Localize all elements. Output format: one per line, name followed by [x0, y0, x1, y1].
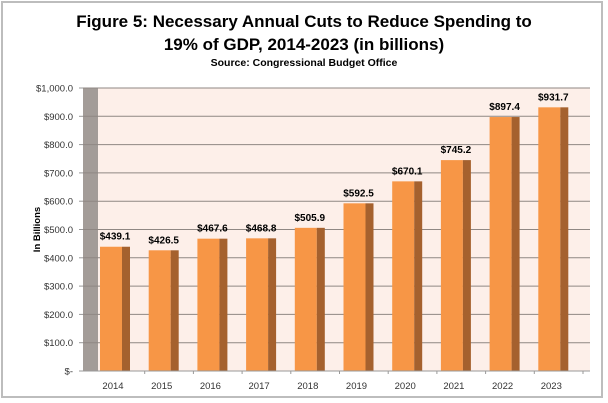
x-tick-label: 2018 [297, 381, 318, 392]
x-tick-label: 2016 [200, 381, 221, 392]
data-label: $670.1 [392, 166, 423, 177]
bar-side-2014 [122, 246, 130, 371]
chart-title-line1: Figure 5: Necessary Annual Cuts to Reduc… [76, 12, 532, 31]
y-tick-label: $100.0 [44, 338, 73, 349]
bar-side-2023 [560, 107, 569, 371]
y-tick-label: $800.0 [44, 140, 73, 151]
x-tick-label: 2015 [151, 381, 172, 392]
bar-side-2019 [365, 203, 374, 371]
bar-2018 [294, 227, 317, 371]
bars: $439.1 $426.5 $467.6 $468.8 $505.9 $592.5 $670… [100, 92, 569, 371]
bar-side-2021 [462, 160, 471, 371]
y-tick-label: $900.0 [44, 112, 73, 123]
bar-2014 [100, 246, 122, 371]
data-label: $897.4 [489, 102, 520, 113]
bar-side-2022 [511, 117, 520, 371]
bar-side-2016 [219, 238, 228, 371]
x-tick-label: 2017 [249, 381, 270, 392]
data-label: $467.6 [197, 224, 228, 235]
y-tick-label: $200.0 [44, 310, 73, 321]
data-label: $931.7 [538, 92, 569, 103]
data-label: $592.5 [343, 188, 374, 199]
chart-title-line2: 19% of GDP, 2014-2023 (in billions) [163, 35, 445, 54]
x-tick-label: 2023 [541, 381, 562, 392]
bar-2021 [440, 160, 463, 371]
bar-2020 [392, 181, 415, 371]
x-tick-label: 2014 [102, 381, 123, 392]
y-tick-label: $700.0 [44, 168, 73, 179]
data-label: $468.8 [246, 223, 277, 234]
bar-side-2018 [316, 227, 325, 371]
bar-side-2020 [414, 181, 423, 371]
y-axis-ticks: $- $100.0 $200.0 $300.0 $400.0 $500.0 $600.0 $7… [36, 84, 83, 378]
y-tick-label: $400.0 [44, 253, 73, 264]
y-tick-label: $500.0 [44, 225, 73, 236]
y-axis-label: In Billions [32, 207, 43, 252]
x-tick-label: 2022 [492, 381, 513, 392]
bar-2015 [148, 250, 171, 371]
x-axis-ticks: 2014 2015 2016 2017 2018 2019 2020 2021 2022 2023 [102, 371, 584, 392]
bar-2017 [246, 238, 269, 371]
x-tick-label: 2021 [443, 381, 464, 392]
x-tick-label: 2020 [395, 381, 416, 392]
bar-side-2015 [170, 250, 179, 371]
x-tick-label: 2019 [346, 381, 367, 392]
data-label: $745.2 [441, 145, 472, 156]
data-label: $439.1 [100, 232, 131, 243]
y-tick-label: $1,000.0 [36, 84, 73, 95]
bar-2022 [489, 117, 512, 371]
bar-2016 [197, 238, 220, 371]
bar-2019 [343, 203, 366, 371]
y-tick-label: $600.0 [44, 197, 73, 208]
y-tick-label: $- [65, 367, 73, 378]
data-label: $505.9 [295, 213, 326, 224]
data-label: $426.5 [148, 235, 179, 246]
chart-subtitle: Source: Congressional Budget Office [210, 57, 398, 69]
y-tick-label: $300.0 [44, 282, 73, 293]
bar-side-2017 [268, 238, 277, 371]
bar-2023 [538, 107, 561, 371]
